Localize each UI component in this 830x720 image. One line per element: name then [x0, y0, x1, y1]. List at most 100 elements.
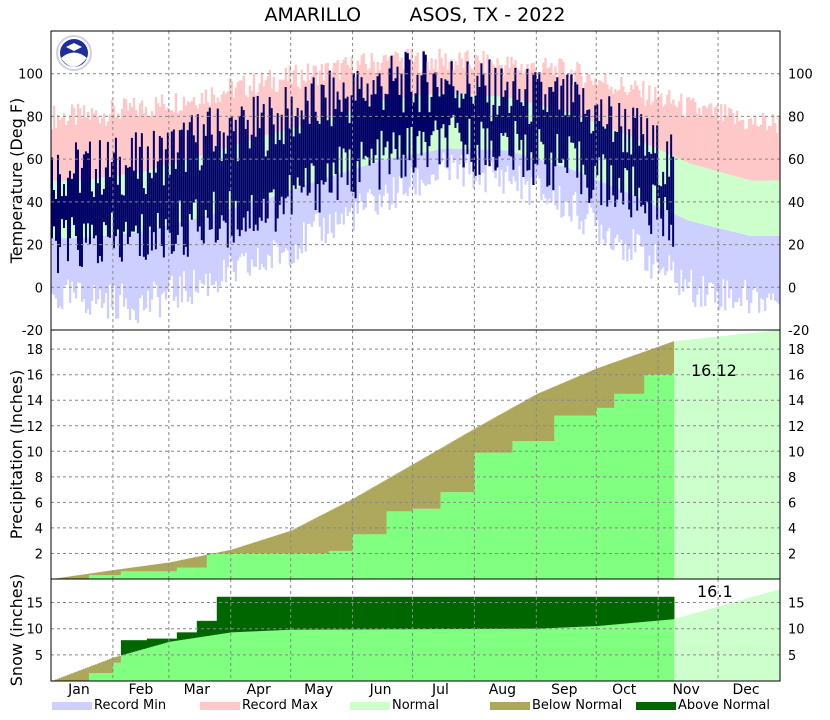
snow-observed-bar: [562, 627, 565, 681]
precipitation-below-normal-bar: [516, 404, 519, 442]
record-min-bar: [770, 236, 773, 300]
snow-below-normal-bar: [96, 663, 100, 674]
snow-ylabel: Snow (inches): [7, 574, 26, 686]
record-min-bar: [290, 190, 293, 264]
precipitation-below-normal-bar: [464, 434, 467, 493]
record-min-bar: [128, 233, 132, 321]
observed-temp-bar: [322, 85, 325, 185]
record-max-bar: [386, 60, 389, 100]
record-min-bar: [178, 222, 182, 277]
snow-above-normal-bar: [138, 640, 142, 651]
month-label: Jun: [369, 682, 392, 698]
precipitation-below-normal-bar: [408, 466, 411, 512]
snow-observed-bar: [208, 635, 212, 681]
normal-band-bar: [692, 164, 695, 222]
precipitation-below-normal-bar: [100, 571, 104, 576]
snow-observed-bar: [498, 628, 501, 681]
record-min-bar: [710, 226, 713, 283]
precipitation-below-normal-bar: [478, 426, 481, 453]
precipitation-observed-bar: [392, 511, 395, 579]
precipitation-observed-bar: [508, 452, 511, 579]
record-min-bar: [570, 169, 573, 222]
record-min-bar: [694, 222, 697, 308]
observed-temp-bar: [622, 152, 625, 205]
precipitation-below-normal-bar: [160, 563, 164, 572]
record-max-bar: [460, 58, 463, 94]
precipitation-below-normal-bar: [576, 376, 579, 416]
snow-observed-bar: [190, 638, 194, 681]
snow-observed-bar: [188, 638, 192, 681]
record-max-bar: [776, 132, 779, 181]
record-max-bar: [128, 102, 132, 174]
record-max-bar: [730, 108, 733, 176]
observed-temp-bar: [648, 152, 651, 226]
observed-temp-bar: [364, 100, 367, 156]
snow-observed-bar: [628, 623, 631, 681]
precipitation-observed-bar: [250, 553, 254, 579]
observed-temp-bar: [120, 194, 124, 262]
precipitation-normal-bar: [684, 340, 687, 579]
observed-temp-bar: [434, 72, 437, 121]
record-min-bar: [86, 237, 90, 309]
snow-normal-bar: [712, 608, 715, 681]
observed-temp-bar: [538, 72, 541, 130]
observed-temp-bar: [372, 80, 375, 164]
observed-temp-bar: [246, 119, 250, 212]
observed-temp-bar: [424, 54, 427, 142]
precipitation-observed-bar: [168, 571, 172, 579]
record-min-bar: [484, 149, 487, 193]
precipitation-ytick-label: 18: [26, 343, 43, 358]
legend-item: Above Normal: [636, 697, 770, 715]
observed-temp-bar: [592, 130, 595, 190]
precipitation-normal-bar: [718, 336, 721, 579]
observed-temp-bar: [94, 168, 98, 236]
record-min-bar: [308, 183, 311, 224]
record-max-bar: [374, 73, 377, 103]
record-max-bar: [154, 97, 158, 169]
record-max-bar: [634, 80, 637, 139]
observed-temp-bar: [92, 197, 96, 239]
record-min-bar: [146, 230, 150, 291]
precipitation-below-normal-bar: [536, 393, 539, 442]
precipitation-below-normal-bar: [494, 417, 497, 453]
snow-above-normal-bar: [590, 596, 593, 627]
snow-observed-bar: [604, 625, 607, 681]
snow-above-normal-bar: [354, 596, 357, 630]
precipitation-below-normal-bar: [438, 449, 441, 509]
precipitation-observed-bar: [340, 550, 343, 579]
record-min-bar: [730, 231, 733, 290]
record-min-bar: [80, 238, 84, 302]
precipitation-below-normal-bar: [414, 462, 417, 509]
snow-above-normal-bar: [562, 596, 565, 628]
precipitation-observed-bar: [278, 553, 281, 579]
temperature-ytick-label: 100: [18, 68, 43, 83]
precipitation-below-normal-bar: [284, 532, 287, 554]
precipitation-below-normal-bar: [64, 576, 68, 579]
record-min-bar: [514, 152, 517, 182]
precipitation-below-normal-bar: [240, 546, 244, 554]
observed-temp-bar: [230, 116, 234, 236]
precipitation-observed-bar: [166, 571, 170, 579]
precipitation-observed-bar: [258, 553, 262, 579]
observed-temp-bar: [530, 121, 533, 153]
snow-above-normal-bar: [532, 596, 535, 629]
precipitation-ytick-label-right: 10: [788, 445, 805, 460]
month-label: Sep: [551, 682, 578, 698]
snow-below-normal-bar: [82, 668, 86, 681]
record-min-bar: [778, 236, 781, 305]
precipitation-normal-bar: [688, 339, 691, 579]
record-min-bar: [642, 199, 645, 247]
precipitation-below-normal-bar: [534, 394, 537, 442]
snow-above-normal-bar: [332, 596, 335, 630]
precipitation-observed-bar: [632, 393, 635, 579]
record-max-bar: [736, 110, 739, 177]
record-max-bar: [156, 103, 160, 168]
record-max-bar: [578, 63, 581, 117]
observed-temp-bar: [258, 128, 262, 218]
precipitation-observed-bar: [558, 415, 561, 579]
snow-above-normal-bar: [178, 632, 182, 641]
observed-temp-bar: [454, 98, 457, 128]
record-min-bar: [154, 228, 158, 285]
normal-band-bar: [664, 152, 667, 210]
observed-temp-bar: [84, 151, 88, 243]
